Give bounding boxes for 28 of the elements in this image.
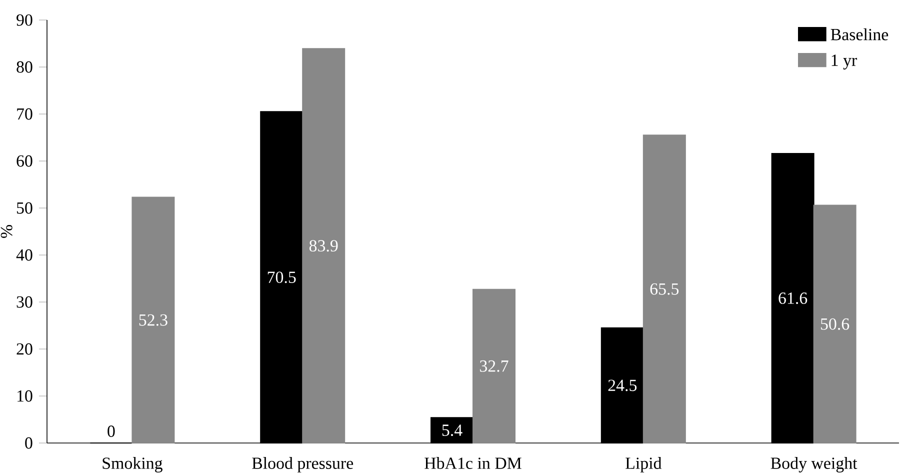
y-tick-label: 10 xyxy=(18,390,32,402)
y-tick-label: 90 xyxy=(16,14,32,26)
x-tick-label: Smoking xyxy=(102,457,162,472)
x-tick-label: HbA1c in DM xyxy=(424,457,522,469)
y-tick-label: 50 xyxy=(16,202,32,214)
y-tick-label: 60 xyxy=(16,155,32,167)
data-label: 5.4 xyxy=(442,424,462,436)
y-tick-label: 20 xyxy=(16,343,32,355)
data-label: 70.5 xyxy=(268,272,296,284)
y-tick-label: 80 xyxy=(16,61,32,73)
x-tick-label: Blood pressure xyxy=(252,457,354,472)
legend-label: Baseline xyxy=(830,28,888,40)
x-tick-label: Lipid xyxy=(626,457,662,472)
data-label: 32.7 xyxy=(480,360,508,372)
y-tick-label: 0 xyxy=(25,437,32,449)
data-label: 52.3 xyxy=(139,314,168,326)
y-axis-title: % xyxy=(0,225,12,238)
data-label: 24.5 xyxy=(608,380,637,392)
y-tick-label: 40 xyxy=(16,249,32,261)
data-label: 61.6 xyxy=(778,292,808,304)
data-label: 50.6 xyxy=(820,318,850,330)
y-tick-label: 70 xyxy=(17,108,32,120)
data-label: 65.5 xyxy=(650,283,679,295)
x-tick-label: Body weight xyxy=(770,457,858,472)
data-label: 0 xyxy=(108,426,115,437)
y-tick-label: 30 xyxy=(16,296,32,308)
data-label: 83.9 xyxy=(309,240,338,252)
legend-label: 1 yr xyxy=(832,54,857,70)
